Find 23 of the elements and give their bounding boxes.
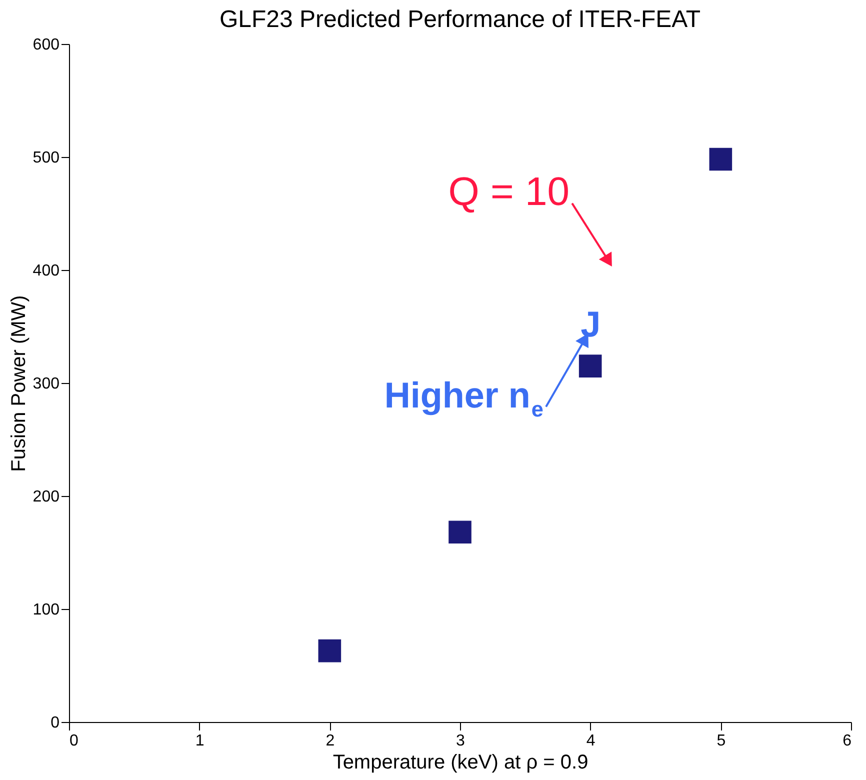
x-axis-title: Temperature (keV) at ρ = 0.9 bbox=[332, 752, 588, 774]
x-tick-label: 4 bbox=[586, 732, 596, 750]
point bbox=[578, 354, 602, 378]
x-tick-label: 1 bbox=[195, 732, 204, 750]
y-tick-label: 300 bbox=[32, 376, 60, 392]
y-tick-label: 0 bbox=[50, 714, 60, 732]
x-tick-label: 6 bbox=[842, 732, 852, 750]
annotation: J bbox=[580, 303, 601, 344]
annotation: Q = 10 bbox=[448, 170, 570, 214]
x-tick-label: 0 bbox=[70, 732, 78, 750]
y-tick-label: 600 bbox=[32, 36, 60, 54]
point bbox=[448, 520, 472, 544]
y-tick-label: 400 bbox=[32, 262, 60, 280]
point bbox=[709, 148, 732, 171]
y-tick-label: 200 bbox=[32, 488, 60, 506]
y-tick-label: 100 bbox=[32, 602, 60, 618]
x-tick-label: 3 bbox=[456, 732, 466, 750]
y-axis-title: Fusion Power (MW) bbox=[8, 295, 30, 472]
point bbox=[318, 639, 342, 662]
x-tick-label: 5 bbox=[716, 732, 726, 750]
x-tick-label: 2 bbox=[326, 732, 335, 750]
y-tick-label: 500 bbox=[32, 150, 60, 166]
chart-title: GLF23 Predicted Performance of ITER-FEAT bbox=[219, 6, 701, 33]
